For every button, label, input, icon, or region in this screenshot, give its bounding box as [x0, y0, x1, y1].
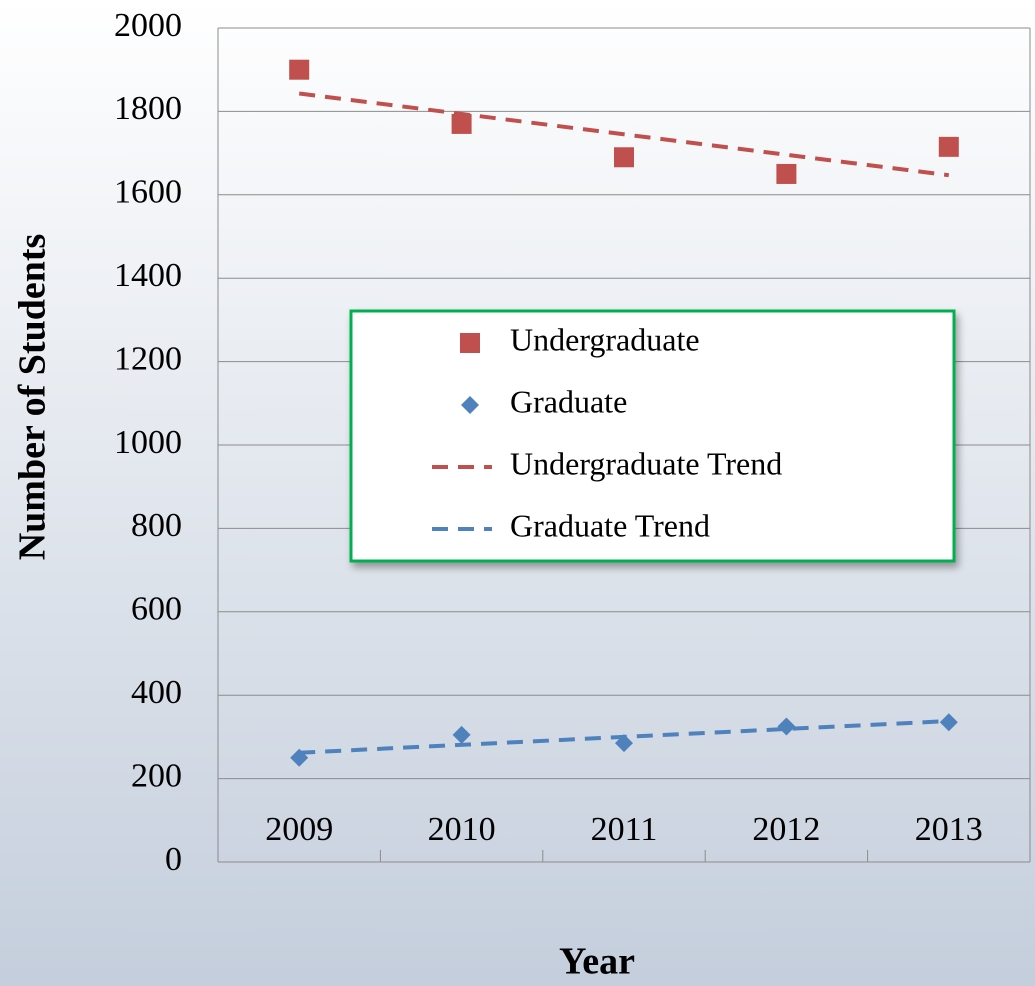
x-tick-label: 2009 [265, 811, 333, 848]
marker-diamond [777, 717, 796, 736]
marker-square [776, 163, 797, 184]
x-tick-label: 2010 [428, 811, 496, 848]
marker-square [451, 113, 472, 134]
y-tick-label: 1800 [114, 90, 182, 127]
marker-diamond [290, 748, 309, 767]
x-tick-label: 2012 [752, 811, 820, 848]
y-tick-label: 1400 [114, 257, 182, 294]
legend-label: Undergraduate [510, 321, 700, 357]
marker-square [938, 136, 959, 157]
y-tick-label: 200 [131, 757, 182, 794]
legend-box [349, 309, 956, 563]
x-tick-label: 2011 [591, 811, 658, 848]
x-tick-label: 2013 [915, 811, 983, 848]
legend-label: Graduate Trend [510, 507, 710, 543]
y-tick-label: 1600 [114, 174, 182, 211]
trend-line [298, 91, 950, 178]
y-tick-label: 400 [131, 674, 182, 711]
y-tick-label: 2000 [114, 7, 182, 44]
y-tick-label: 600 [131, 591, 182, 628]
y-axis-title: Number of Students [12, 234, 54, 561]
marker-square [289, 59, 310, 80]
marker-diamond [461, 396, 479, 414]
legend-label: Undergraduate Trend [510, 445, 782, 481]
marker-diamond [939, 713, 958, 732]
y-tick-label: 1200 [114, 340, 182, 377]
marker-square [614, 147, 634, 168]
marker-diamond [615, 734, 633, 753]
y-tick-label: 0 [165, 841, 182, 878]
legend: Undergraduate Graduate Undergraduate Trend… [349, 309, 956, 563]
x-axis-title: Year [559, 941, 635, 983]
marker-diamond [452, 725, 471, 744]
y-tick-label: 800 [131, 507, 182, 544]
legend-label: Graduate [510, 383, 627, 419]
y-tick-label: 1000 [114, 424, 182, 461]
marker-square [460, 333, 480, 353]
